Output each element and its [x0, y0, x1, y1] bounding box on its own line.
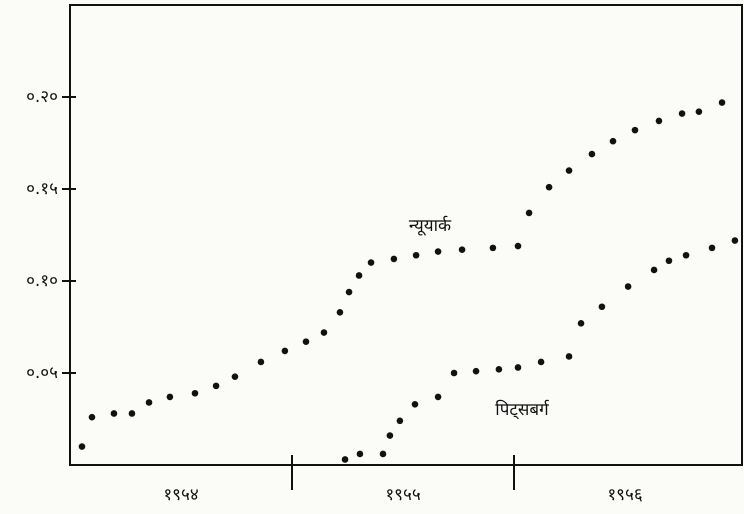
data-point	[731, 237, 739, 244]
data-point	[231, 373, 239, 380]
y-tick-label: ०.१०	[26, 271, 58, 291]
x-tick-label: १९५४	[163, 485, 198, 505]
data-point	[379, 450, 387, 458]
data-point	[718, 99, 726, 106]
data-point	[302, 338, 310, 346]
data-point	[128, 410, 136, 417]
data-point	[598, 303, 606, 311]
data-point	[655, 117, 663, 125]
data-point	[577, 320, 585, 327]
data-point	[565, 167, 573, 174]
data-point	[78, 443, 86, 450]
data-point	[609, 137, 617, 145]
data-point	[257, 358, 265, 366]
series-label: पिट्सबर्ग	[495, 399, 549, 420]
data-point	[320, 329, 328, 336]
data-point	[525, 209, 533, 217]
data-point	[537, 358, 545, 366]
data-point	[336, 308, 344, 316]
data-point	[390, 255, 398, 263]
data-point	[355, 272, 363, 279]
data-point	[489, 244, 497, 252]
data-point	[565, 353, 573, 360]
x-tick-label: १९५६	[607, 485, 643, 505]
data-point	[665, 257, 673, 265]
data-point	[514, 242, 522, 250]
data-point	[514, 364, 522, 371]
data-point	[495, 366, 503, 373]
y-tick-label: ०.२०	[26, 87, 58, 107]
data-point	[386, 432, 394, 439]
series-label: न्यूयार्क	[409, 215, 452, 236]
data-point	[281, 347, 289, 355]
data-point	[166, 393, 174, 401]
data-point	[472, 367, 480, 375]
data-point	[434, 248, 442, 255]
data-point	[345, 288, 353, 296]
data-point	[110, 410, 118, 417]
data-point	[708, 244, 716, 252]
data-point	[588, 150, 596, 158]
data-point	[678, 110, 686, 117]
data-point	[145, 399, 153, 406]
data-point	[88, 413, 96, 421]
data-point	[695, 108, 703, 116]
data-point	[191, 389, 199, 397]
y-tick-label: ०.१५	[26, 179, 58, 199]
data-point	[396, 417, 404, 425]
data-point	[450, 369, 458, 377]
plot-frame	[69, 4, 743, 466]
data-point	[650, 266, 658, 274]
data-point	[367, 259, 375, 266]
y-tick-label: ०.०५	[26, 363, 58, 383]
data-point	[411, 400, 419, 408]
data-point	[682, 251, 690, 259]
data-point	[545, 183, 553, 191]
x-tick-label: १९५५	[385, 485, 420, 505]
data-point	[631, 126, 639, 134]
data-point	[434, 393, 442, 401]
data-point	[624, 283, 632, 290]
data-point	[458, 246, 466, 254]
data-point	[212, 382, 220, 390]
data-point	[412, 251, 420, 259]
data-point	[341, 456, 349, 463]
data-point	[356, 450, 364, 458]
